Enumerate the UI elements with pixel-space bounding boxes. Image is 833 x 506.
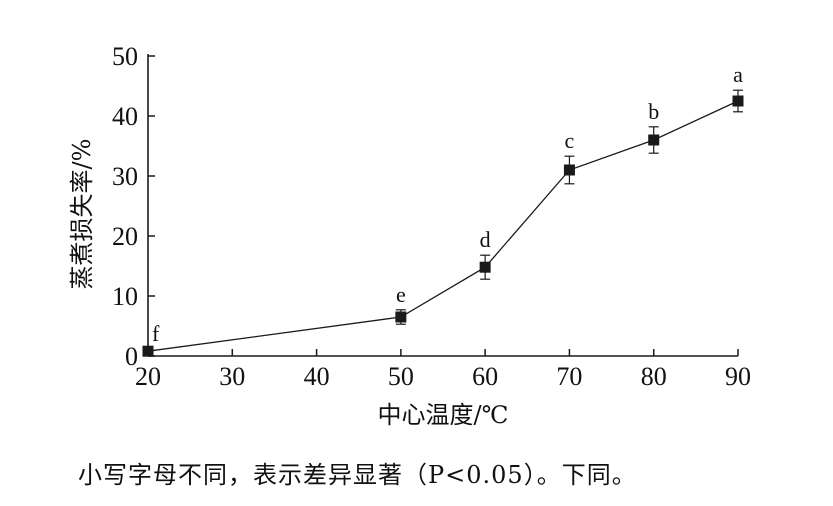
x-tick-label: 50	[388, 362, 414, 391]
significance-label: d	[480, 227, 491, 252]
x-tick-label: 30	[219, 362, 245, 391]
data-point: d	[479, 227, 491, 280]
significance-label: f	[152, 321, 160, 346]
chart: 0 10 20 30 40 50 20 30 40 50 60 70 80 90 f e d c b a 中心温度/…	[68, 42, 751, 429]
figure-note: 小写字母不同，表示差异显著（P<0.05）。下同。	[78, 461, 637, 489]
x-tick-label: 90	[725, 362, 751, 391]
x-tick-label: 70	[556, 362, 582, 391]
point-marker	[648, 134, 660, 146]
ticks: 0 10 20 30 40 50 20 30 40 50 60 70 80 90	[112, 42, 751, 391]
significance-label: e	[396, 282, 406, 307]
series-line	[147, 100, 739, 352]
point-marker	[395, 311, 407, 323]
data-points: f e d c b a	[142, 62, 744, 357]
point-marker	[563, 164, 575, 176]
y-tick-label: 20	[112, 222, 138, 251]
y-axis-title: 蒸煮损失率/%	[68, 139, 96, 290]
data-point: b	[648, 99, 660, 154]
x-tick-label: 80	[641, 362, 667, 391]
point-marker	[732, 95, 744, 107]
significance-label: b	[648, 99, 659, 124]
point-marker	[142, 345, 154, 357]
significance-label: a	[733, 62, 743, 87]
data-point: e	[395, 282, 407, 325]
y-tick-label: 10	[112, 282, 138, 311]
data-point: a	[732, 62, 744, 113]
x-tick-label: 20	[135, 362, 161, 391]
y-tick-label: 40	[112, 102, 138, 131]
y-tick-label: 30	[112, 162, 138, 191]
x-tick-label: 40	[304, 362, 330, 391]
significance-label: c	[565, 128, 575, 153]
data-point: c	[563, 128, 575, 185]
point-marker	[479, 261, 491, 273]
series-line-0	[147, 100, 739, 352]
y-tick-label: 50	[112, 42, 138, 71]
y-tick-label: 0	[125, 342, 138, 371]
axes	[147, 54, 738, 357]
x-axis-title: 中心温度/℃	[378, 401, 509, 429]
data-point: f	[142, 321, 160, 357]
x-tick-label: 60	[472, 362, 498, 391]
